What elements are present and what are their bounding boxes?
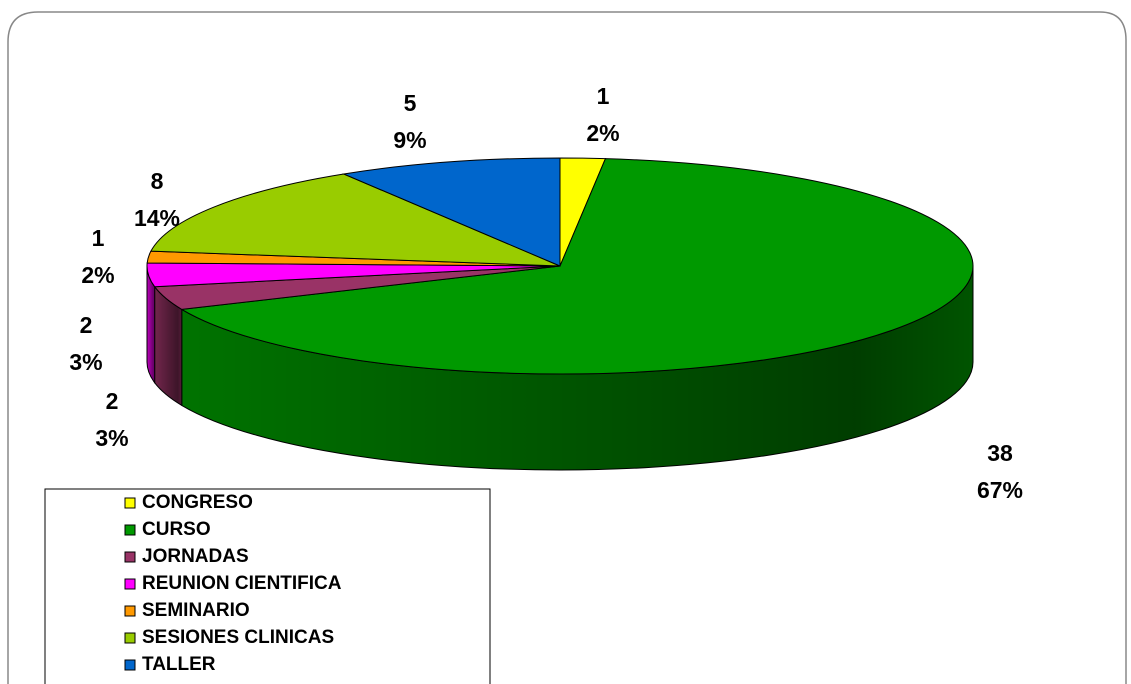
- legend-swatch: [124, 632, 136, 644]
- percent-label: 14%: [134, 205, 180, 231]
- percent-label: 3%: [69, 349, 102, 375]
- frame: [7, 11, 1127, 684]
- slice: [150, 173, 561, 267]
- legend-box: [44, 488, 491, 684]
- percent-label: 9%: [393, 127, 426, 153]
- legend-swatch: [124, 659, 136, 671]
- slice: [180, 158, 974, 375]
- side-shade: [147, 266, 155, 383]
- legend-label: CURSO: [142, 519, 211, 540]
- legend-swatch: [124, 605, 136, 617]
- data-label: 1: [92, 225, 105, 251]
- data-label: 2: [106, 388, 119, 414]
- percent-label: 2%: [586, 120, 619, 146]
- legend-swatch: [124, 578, 136, 590]
- legend-label: SEMINARIO: [142, 600, 250, 621]
- data-label: 2: [80, 312, 93, 338]
- side-shade: [154, 286, 182, 406]
- percent-label: 67%: [977, 477, 1023, 503]
- data-label: 1: [597, 83, 610, 109]
- legend-label: TALLER: [142, 654, 216, 675]
- legend-swatch: [124, 524, 136, 536]
- data-label: 38: [987, 440, 1013, 466]
- legend-swatch: [124, 497, 136, 509]
- data-label: 5: [404, 90, 417, 116]
- legend-label: REUNION CIENTIFICA: [142, 573, 342, 594]
- percent-label: 3%: [95, 425, 128, 451]
- side-shade: [181, 266, 973, 471]
- legend-swatch: [124, 551, 136, 563]
- slice: [341, 157, 561, 267]
- legend-label: CONGRESO: [142, 492, 253, 513]
- data-label: 8: [151, 168, 164, 194]
- legend-label: SESIONES CLINICAS: [142, 627, 334, 648]
- percent-label: 2%: [81, 262, 114, 288]
- legend-label: JORNADAS: [142, 546, 249, 567]
